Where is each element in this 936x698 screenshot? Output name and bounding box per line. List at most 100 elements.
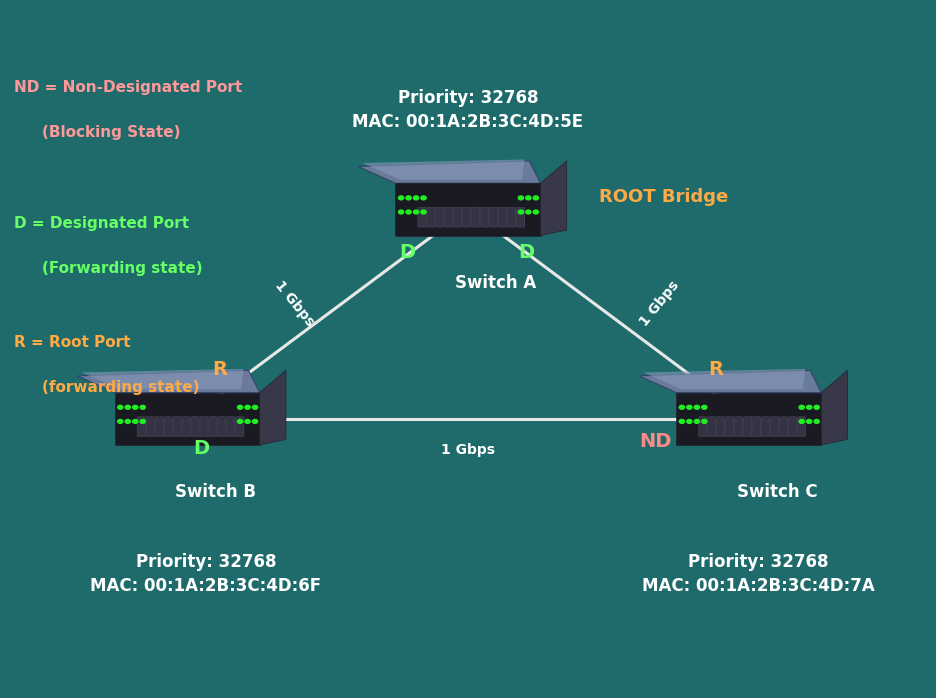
FancyBboxPatch shape [218,417,226,436]
Text: R: R [212,360,227,380]
Circle shape [140,406,145,409]
Circle shape [695,419,699,424]
Circle shape [687,419,692,424]
Text: Switch C: Switch C [737,483,817,501]
Circle shape [526,196,531,200]
Circle shape [814,419,819,424]
Circle shape [406,210,411,214]
Text: 1 Gbps: 1 Gbps [441,443,495,457]
Text: Priority: 32768: Priority: 32768 [398,89,538,107]
Polygon shape [115,392,260,445]
FancyBboxPatch shape [227,417,235,436]
Polygon shape [396,184,541,236]
Text: Switch A: Switch A [456,274,536,292]
Text: ROOT Bridge: ROOT Bridge [599,188,728,206]
Polygon shape [639,370,822,392]
Circle shape [807,419,812,424]
Polygon shape [358,161,541,184]
FancyBboxPatch shape [507,207,516,227]
Polygon shape [82,369,243,389]
Circle shape [125,406,130,409]
FancyBboxPatch shape [481,207,489,227]
Text: R: R [709,360,724,380]
FancyBboxPatch shape [173,417,182,436]
FancyBboxPatch shape [418,207,426,227]
Circle shape [702,406,707,409]
Circle shape [695,406,699,409]
Text: 1 Gbps: 1 Gbps [637,279,682,329]
FancyBboxPatch shape [436,207,444,227]
FancyBboxPatch shape [770,417,779,436]
Circle shape [519,210,523,214]
FancyBboxPatch shape [182,417,190,436]
Circle shape [687,406,692,409]
Circle shape [399,196,403,200]
FancyBboxPatch shape [708,417,716,436]
Text: ND = Non-Designated Port: ND = Non-Designated Port [14,80,242,95]
Text: D: D [193,438,210,458]
Circle shape [238,406,242,409]
FancyBboxPatch shape [454,207,462,227]
FancyBboxPatch shape [735,417,743,436]
Circle shape [414,210,418,214]
Text: ND: ND [639,431,671,451]
FancyBboxPatch shape [138,417,145,436]
Circle shape [680,419,684,424]
Text: Switch B: Switch B [175,483,256,501]
FancyBboxPatch shape [445,207,453,227]
FancyBboxPatch shape [788,417,797,436]
Text: D: D [399,243,416,262]
Circle shape [118,406,123,409]
Text: D = Designated Port: D = Designated Port [14,216,189,231]
FancyBboxPatch shape [200,417,208,436]
Circle shape [133,406,138,409]
Text: (forwarding state): (forwarding state) [42,380,199,395]
Text: MAC: 00:1A:2B:3C:4D:5E: MAC: 00:1A:2B:3C:4D:5E [353,113,583,131]
FancyBboxPatch shape [427,207,435,227]
FancyBboxPatch shape [155,417,163,436]
FancyBboxPatch shape [725,417,734,436]
Circle shape [399,210,403,214]
Circle shape [414,196,418,200]
Circle shape [799,419,804,424]
Text: (Forwarding state): (Forwarding state) [42,261,203,276]
FancyBboxPatch shape [797,417,806,436]
Circle shape [799,406,804,409]
FancyBboxPatch shape [699,417,707,436]
Text: R = Root Port: R = Root Port [14,334,130,350]
Circle shape [118,419,123,424]
Polygon shape [260,370,286,445]
FancyBboxPatch shape [780,417,787,436]
Circle shape [814,406,819,409]
FancyBboxPatch shape [146,417,154,436]
Polygon shape [822,370,848,445]
Circle shape [807,406,812,409]
Text: Priority: 32768: Priority: 32768 [136,553,276,571]
Polygon shape [363,160,525,180]
Text: MAC: 00:1A:2B:3C:4D:6F: MAC: 00:1A:2B:3C:4D:6F [91,577,321,595]
Circle shape [253,419,257,424]
Polygon shape [676,392,822,445]
Circle shape [245,419,250,424]
Circle shape [526,210,531,214]
FancyBboxPatch shape [191,417,199,436]
Circle shape [406,196,411,200]
Circle shape [238,419,242,424]
Circle shape [140,419,145,424]
FancyBboxPatch shape [717,417,724,436]
FancyBboxPatch shape [209,417,217,436]
Polygon shape [644,369,805,389]
Polygon shape [78,370,260,392]
FancyBboxPatch shape [499,207,506,227]
FancyBboxPatch shape [753,417,761,436]
Circle shape [125,419,130,424]
Circle shape [519,196,523,200]
Circle shape [534,210,538,214]
Circle shape [421,196,426,200]
FancyBboxPatch shape [743,417,752,436]
Polygon shape [541,161,567,236]
FancyBboxPatch shape [236,417,244,436]
Text: D: D [518,243,534,262]
Circle shape [253,406,257,409]
FancyBboxPatch shape [472,207,480,227]
